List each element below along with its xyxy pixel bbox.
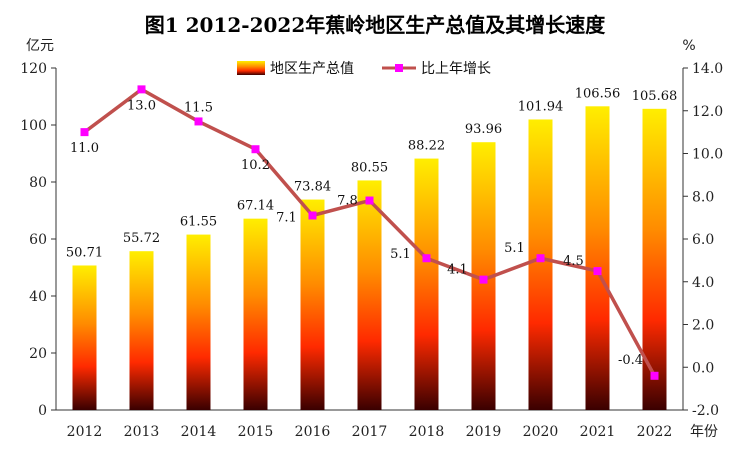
growth-value-label: 13.0 <box>127 98 156 113</box>
x-tick-label: 2019 <box>466 424 502 440</box>
left-tick-label: 0 <box>38 403 47 419</box>
bar-value-label: 80.55 <box>351 160 388 175</box>
x-tick-label: 2017 <box>352 424 388 440</box>
bar-series: 50.71 55.72 61.55 67.14 73.84 80.55 88.22 93.96… <box>66 86 678 411</box>
x-tick-label: 2022 <box>637 424 673 440</box>
left-axis: 0 20 40 60 80 100 120 <box>20 61 57 419</box>
growth-marker <box>536 254 545 263</box>
legend-line-label: 比上年增长 <box>421 61 491 77</box>
left-axis-unit: 亿元 <box>26 38 54 54</box>
bar-value-label: 101.94 <box>518 99 564 114</box>
x-tick-label: 2021 <box>580 424 616 440</box>
growth-value-label: 5.1 <box>390 247 411 262</box>
growth-marker <box>479 275 488 284</box>
right-tick-label: 2.0 <box>692 318 714 334</box>
x-tick-label: 2014 <box>181 424 217 440</box>
x-tick-label: 2015 <box>238 424 274 440</box>
right-tick-label: 4.0 <box>692 275 714 291</box>
growth-marker <box>365 196 374 205</box>
right-axis-unit: % <box>682 38 695 54</box>
bar <box>243 218 268 410</box>
growth-value-label: -0.4 <box>618 353 643 368</box>
growth-value-label: 7.8 <box>337 194 358 209</box>
growth-marker <box>80 128 89 137</box>
bar-value-label: 50.71 <box>66 245 103 260</box>
growth-marker <box>137 85 146 94</box>
growth-value-label: 11.5 <box>184 100 213 115</box>
right-tick-label: -2.0 <box>692 403 719 419</box>
growth-value-label: 5.1 <box>504 241 525 256</box>
x-tick-label: 2013 <box>124 424 160 440</box>
bar-value-label: 105.68 <box>632 89 678 104</box>
right-tick-label: 10.0 <box>692 147 723 163</box>
left-tick-label: 20 <box>29 346 47 362</box>
left-tick-label: 60 <box>29 232 47 248</box>
bar-value-label: 67.14 <box>237 199 274 214</box>
growth-value-label: 4.5 <box>563 254 584 269</box>
left-tick-label: 40 <box>29 289 47 305</box>
growth-marker <box>251 145 260 154</box>
bar <box>72 265 97 410</box>
legend-bar-label: 地区生产总值 <box>270 61 354 77</box>
left-tick-label: 100 <box>20 118 47 134</box>
legend-line-marker <box>395 64 403 72</box>
bar <box>528 119 553 410</box>
bar-value-label: 93.96 <box>465 122 502 137</box>
growth-marker <box>593 267 602 276</box>
bar <box>129 251 154 410</box>
x-tick-label: 2018 <box>409 424 445 440</box>
x-tick-label: 2020 <box>523 424 559 440</box>
bar-value-label: 55.72 <box>123 231 160 246</box>
bar <box>585 106 610 410</box>
growth-value-label: 7.1 <box>276 210 297 225</box>
bar-value-label: 88.22 <box>408 139 445 154</box>
growth-marker <box>422 254 431 263</box>
bar <box>300 199 325 410</box>
legend: 地区生产总值 比上年增长 <box>237 61 491 77</box>
right-tick-label: 14.0 <box>692 61 723 77</box>
right-tick-label: 12.0 <box>692 104 723 120</box>
growth-value-label: 10.2 <box>241 158 270 173</box>
bar <box>186 234 211 410</box>
growth-marker <box>650 371 659 380</box>
right-axis: -2.0 0.0 2.0 4.0 6.0 8.0 10.0 12.0 14.0 <box>682 61 723 419</box>
growth-marker <box>308 211 317 220</box>
right-tick-label: 0.0 <box>692 360 714 376</box>
growth-marker <box>194 117 203 126</box>
right-tick-label: 8.0 <box>692 189 714 205</box>
left-tick-label: 80 <box>29 175 47 191</box>
legend-bar-swatch <box>237 61 265 75</box>
x-tick-label: 2012 <box>67 424 103 440</box>
line-series: 11.0 13.0 11.5 10.2 7.1 7.8 5.1 4.1 5.1 4.5 -0.4 <box>70 85 659 380</box>
bar <box>357 180 382 410</box>
left-tick-label: 120 <box>20 61 47 77</box>
bar-value-label: 61.55 <box>180 215 217 230</box>
bar-value-label: 106.56 <box>575 86 621 101</box>
bar <box>414 158 439 410</box>
x-axis: 2012 2013 2014 2015 2016 2017 2018 2019 2020 2021… <box>56 409 683 440</box>
x-tick-label: 2016 <box>295 424 331 440</box>
x-axis-unit: 年份 <box>690 424 718 440</box>
chart-title: 图1 2012-2022年蕉岭地区生产总值及其增长速度 <box>145 13 607 37</box>
growth-value-label: 4.1 <box>447 263 468 278</box>
bar <box>642 108 667 410</box>
growth-value-label: 11.0 <box>70 141 99 156</box>
right-tick-label: 6.0 <box>692 232 714 248</box>
bar-value-label: 73.84 <box>294 180 331 195</box>
